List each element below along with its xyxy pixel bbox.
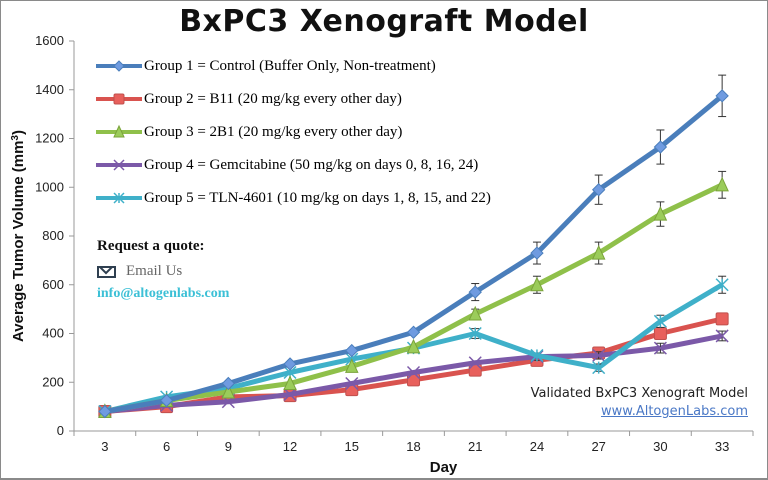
legend-label: Group 3 = 2B1 (20 mg/kg every other day) [144, 124, 403, 140]
email-us-link[interactable]: Email Us [97, 263, 229, 280]
x-tick-label: 24 [530, 439, 544, 454]
footer-note: Validated BxPC3 Xenograft Model www.Alto… [531, 385, 748, 421]
email-us-label: Email Us [126, 263, 183, 279]
y-tick-label: 1400 [35, 82, 64, 97]
chart-title: BxPC3 Xenograft Model [179, 4, 589, 39]
y-axis-label: Average Tumor Volume (mm3) [10, 130, 28, 342]
website-link[interactable]: www.AltogenLabs.com [600, 404, 748, 419]
x-tick-label: 3 [101, 439, 108, 454]
legend-item-group-3: Group 3 = 2B1 (20 mg/kg every other day) [96, 124, 491, 157]
x-tick-label: 9 [225, 439, 232, 454]
y-tick-label: 200 [42, 374, 64, 389]
series-group-1 [98, 74, 729, 419]
x-tick-label: 18 [406, 439, 420, 454]
legend-label: Group 1 = Control (Buffer Only, Non-trea… [144, 58, 436, 74]
x-tick-label: 21 [468, 439, 482, 454]
y-tick-label: 0 [57, 423, 64, 438]
y-tick-label: 400 [42, 326, 64, 341]
legend-item-group-1: Group 1 = Control (Buffer Only, Non-trea… [96, 58, 491, 91]
legend-item-group-5: Group 5 = TLN-4601 (10 mg/kg on days 1, … [96, 190, 491, 223]
star-marker-icon [96, 190, 142, 204]
quote-box: Request a quote: Email Us info@altogenla… [97, 238, 229, 302]
validated-text: Validated BxPC3 Xenograft Model [530, 386, 748, 401]
legend-item-group-4: Group 4 = Gemcitabine (50 mg/kg on days … [96, 157, 491, 190]
y-tick-label: 1600 [35, 33, 64, 48]
legend-label: Group 2 = B11 (20 mg/kg every other day) [144, 91, 402, 107]
x-tick-label: 33 [715, 439, 729, 454]
x-tick-label: 27 [591, 439, 605, 454]
y-tick-label: 600 [42, 277, 64, 292]
legend-label: Group 5 = TLN-4601 (10 mg/kg on days 1, … [144, 190, 491, 206]
x-axis-label: Day [430, 459, 458, 476]
y-tick-label: 800 [42, 228, 64, 243]
x-tick-label: 30 [653, 439, 667, 454]
x-tick-label: 12 [283, 439, 297, 454]
legend-item-group-2: Group 2 = B11 (20 mg/kg every other day) [96, 91, 491, 124]
email-address-link[interactable]: info@altogenlabs.com [97, 286, 230, 301]
y-tick-label: 1000 [35, 179, 64, 194]
x-tick-label: 6 [163, 439, 170, 454]
y-tick-label: 1200 [35, 131, 64, 146]
x-tick-label: 15 [345, 439, 359, 454]
quote-title: Request a quote: [97, 238, 205, 254]
envelope-icon [97, 265, 116, 278]
diamond-marker-icon [96, 58, 142, 72]
x-marker-icon [96, 157, 142, 171]
chart-legend: Group 1 = Control (Buffer Only, Non-trea… [96, 58, 491, 223]
legend-label: Group 4 = Gemcitabine (50 mg/kg on days … [144, 157, 479, 173]
triangle-marker-icon [96, 124, 142, 138]
square-marker-icon [96, 91, 142, 105]
